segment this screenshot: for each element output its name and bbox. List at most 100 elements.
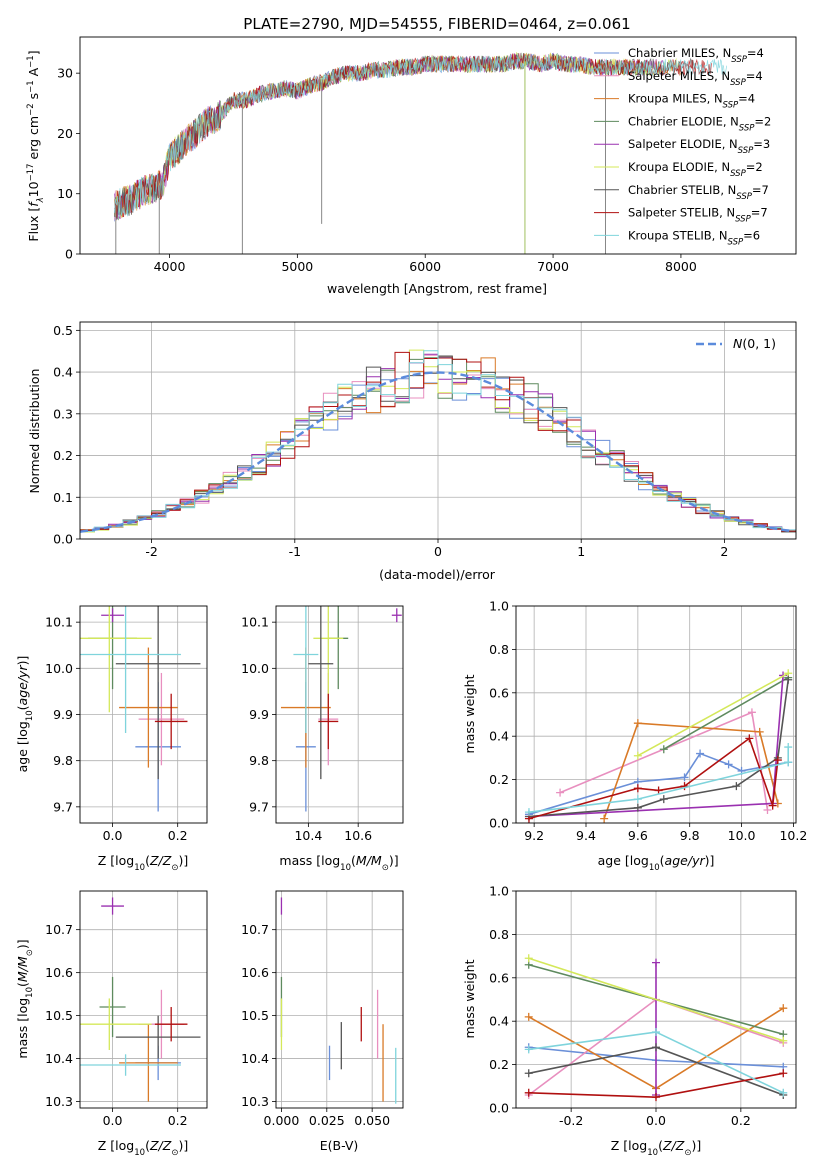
x-tick-label: -1 — [289, 544, 301, 559]
data-point-marker — [652, 1043, 660, 1052]
y-axis-label: mass [log10(M/M⊙)] — [15, 939, 35, 1058]
y-tick-label: 10.4 — [241, 1051, 269, 1066]
x-tick-label: 9.8 — [680, 828, 700, 843]
axes-mass-weight-vs-age: 9.2 9.4 9.6 9.8 10.0 10.2 0.0 0.2 0.4 0.6 0.8 1.0 — [489, 599, 807, 844]
data-point-marker — [773, 756, 782, 765]
plot-area-spectrum — [114, 51, 728, 254]
x-tick-label: 2 — [720, 544, 728, 559]
errorbar-point — [318, 693, 339, 750]
series-line — [528, 679, 790, 818]
data-point-marker — [652, 958, 660, 967]
data-point-marker — [696, 749, 705, 758]
y-tick-label: 10 — [57, 186, 73, 201]
y-tick-label: 0.2 — [489, 1057, 509, 1072]
y-tick-label: 10.1 — [45, 615, 73, 630]
errorbar-point — [115, 1015, 201, 1059]
data-point-marker — [600, 814, 609, 823]
y-tick-label: 0.5 — [53, 323, 73, 338]
series-line — [637, 672, 789, 757]
data-point-marker — [680, 773, 689, 782]
data-point-marker — [763, 805, 772, 814]
data-point-marker — [659, 795, 668, 804]
y-tick-label: 20 — [57, 126, 73, 141]
series-line — [528, 737, 779, 820]
errorbar-point — [101, 608, 124, 623]
y-tick-label: 0.0 — [489, 816, 509, 831]
axes-frame — [79, 890, 208, 1109]
data-point-marker — [524, 1088, 533, 1097]
axes-age-vs-z: 0.0 0.2 9.7 9.8 9.9 10.0 10.1 — [45, 605, 208, 843]
data-point-marker — [755, 727, 764, 736]
y-tick-label: 10.1 — [241, 615, 269, 630]
data-point-marker — [768, 801, 777, 810]
x-tick-label: 1 — [577, 544, 585, 559]
x-tick-label: 0.2 — [168, 1113, 188, 1128]
y-tick-label: 0.6 — [489, 970, 509, 985]
y-tick-label: 1.0 — [489, 884, 509, 899]
y-axis-label: mass weight — [462, 959, 477, 1038]
errorbar-point — [80, 606, 152, 713]
x-tick-label: 5000 — [281, 259, 313, 274]
x-tick-label: -0.2 — [559, 1113, 583, 1128]
x-axis-label: (data-model)/error — [379, 567, 496, 582]
data-point-marker — [652, 1093, 660, 1102]
plot-area-mass-weight-vs-z — [524, 954, 788, 1102]
spectrum-line — [114, 53, 712, 218]
data-point-marker — [652, 1028, 660, 1037]
data-point-marker — [524, 1069, 533, 1078]
data-point-marker — [732, 782, 741, 791]
x-tick-label: 9.4 — [576, 828, 596, 843]
x-tick-label: 0.2 — [168, 828, 188, 843]
axes-spectrum: 4000 5000 6000 7000 8000 0 10 20 30 — [57, 36, 797, 274]
x-axis-label: E(B-V) — [320, 1138, 359, 1153]
data-point-marker — [633, 719, 642, 728]
y-axis-label: mass weight — [462, 674, 477, 753]
y-tick-label: 0.8 — [489, 642, 509, 657]
y-axis-label: Normed distribution — [27, 369, 42, 494]
y-tick-label: 30 — [57, 66, 73, 81]
data-point-marker — [654, 786, 663, 795]
data-point-marker — [745, 734, 754, 743]
errorbar-point — [138, 672, 185, 766]
axes-frame — [515, 605, 797, 824]
axes-age-vs-mass: 10.4 10.6 9.7 9.8 9.9 10.0 10.1 — [241, 605, 404, 843]
legend-label: Chabrier ELODIE, NSSP=2 — [628, 114, 771, 133]
x-tick-label: 0.0 — [646, 1113, 666, 1128]
x-tick-label: 8000 — [665, 259, 697, 274]
errorbar-point — [99, 976, 126, 1038]
y-tick-label: 10.3 — [241, 1094, 269, 1109]
spectrum-line — [114, 53, 728, 218]
y-tick-label: 10.5 — [45, 1008, 73, 1023]
y-tick-label: 10.4 — [45, 1051, 73, 1066]
axes-frame — [79, 36, 797, 255]
legend-label: Kroupa MILES, NSSP=4 — [628, 92, 755, 111]
data-point-marker — [724, 760, 733, 769]
y-axis-label: age [log10(age/yr)] — [15, 656, 35, 773]
y-tick-label: 10.0 — [45, 661, 73, 676]
series-line — [663, 676, 789, 750]
x-tick-label: 9.2 — [524, 828, 544, 843]
y-tick-label: 10.3 — [45, 1094, 73, 1109]
data-point-marker — [784, 675, 793, 684]
x-tick-label: 10.2 — [779, 828, 807, 843]
axes-mass-vs-z: 0.0 0.2 10.3 10.4 10.5 10.6 10.7 — [45, 890, 208, 1128]
x-tick-label: 10.6 — [344, 828, 372, 843]
spectrum-line — [114, 51, 682, 218]
y-tick-label: 9.8 — [53, 753, 73, 768]
axes-frame — [275, 890, 404, 1109]
x-tick-label: 6000 — [409, 259, 441, 274]
errorbar-point — [119, 647, 178, 768]
y-tick-label: 10.6 — [45, 965, 73, 980]
histogram-step — [80, 349, 796, 533]
legend-label: N(0, 1) — [733, 336, 776, 351]
legend-label: Salpeter ELODIE, NSSP=3 — [628, 137, 770, 156]
x-tick-label: 0.0 — [103, 828, 123, 843]
legend-label: Salpeter MILES, NSSP=4 — [628, 69, 763, 88]
errorbar-point — [391, 608, 402, 623]
y-tick-label: 10.6 — [241, 965, 269, 980]
data-point-marker — [779, 1088, 788, 1097]
errorbar-point — [154, 1007, 188, 1042]
data-point-marker — [779, 1036, 788, 1045]
y-tick-label: 10.0 — [241, 661, 269, 676]
errorbar-point — [80, 998, 152, 1050]
